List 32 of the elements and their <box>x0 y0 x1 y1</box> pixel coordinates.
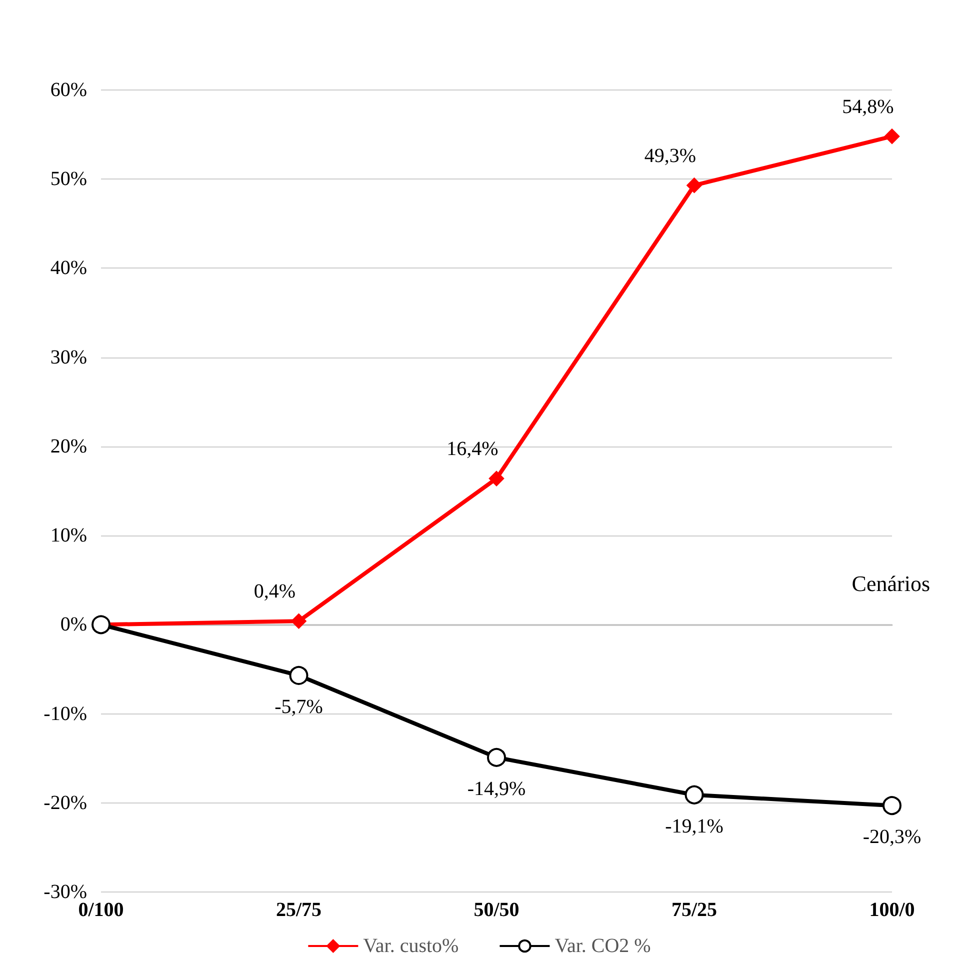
data-label: 0,4% <box>254 580 296 603</box>
point <box>489 471 504 486</box>
y-tick-label: 30% <box>50 346 87 368</box>
point <box>884 128 900 144</box>
y-tick-label: 60% <box>50 79 87 101</box>
y-tick-label: -10% <box>44 702 87 725</box>
y-tick-label: 40% <box>50 257 87 280</box>
x-axis-title: Cenários <box>852 571 930 596</box>
data-label: 54,8% <box>842 96 894 118</box>
y-tick-label: 50% <box>50 168 87 190</box>
point <box>487 748 506 767</box>
y-tick-label: -20% <box>44 792 87 814</box>
point <box>686 178 702 193</box>
x-tick-label: 25/75 <box>276 899 322 921</box>
point <box>684 785 704 804</box>
x-tick-label: 100/0 <box>869 899 915 921</box>
data-label: -5,7% <box>274 696 323 718</box>
y-tick-label: 20% <box>50 435 87 458</box>
data-label: -19,1% <box>665 815 724 838</box>
y-tick-label: 10% <box>50 524 87 547</box>
x-tick-label: 50/50 <box>474 899 520 921</box>
legend-label: Var. CO2 % <box>554 935 651 957</box>
data-label: -20,3% <box>862 826 922 848</box>
legend-label: Var. custo% <box>363 935 459 957</box>
data-label: -14,9% <box>467 778 526 800</box>
data-label: 16,4% <box>446 438 498 460</box>
point <box>289 666 308 685</box>
x-tick-label: 75/25 <box>671 899 718 921</box>
point <box>882 796 902 816</box>
data-label: 49,3% <box>644 144 696 167</box>
point <box>291 614 306 629</box>
y-tick-label: 0% <box>60 614 87 636</box>
